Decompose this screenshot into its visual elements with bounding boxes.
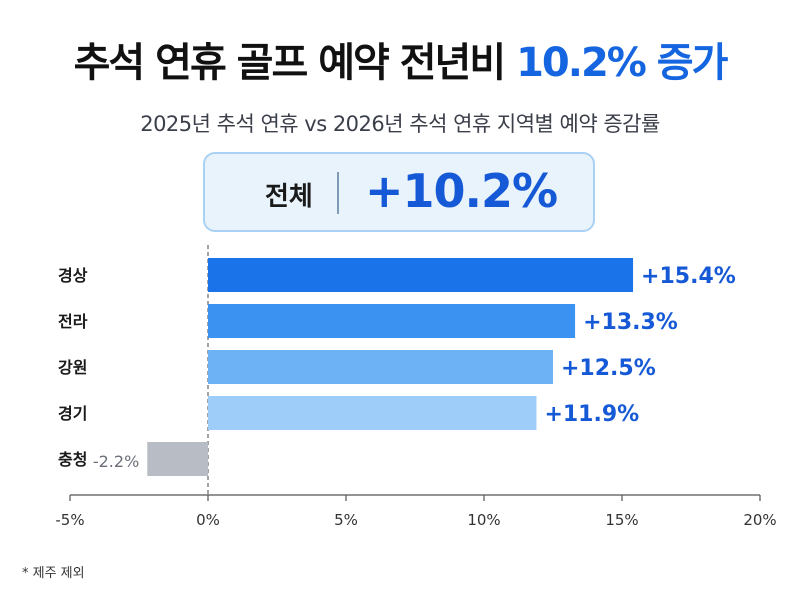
category-label-0: 경상 (58, 266, 88, 285)
x-tick-label-5: 20% (743, 511, 776, 529)
data-label-2: +12.5% (561, 356, 656, 381)
bar-1 (208, 304, 576, 338)
total-label: 전체 (265, 182, 313, 212)
chart-title: 추석 연휴 골프 예약 전년비 10.2% 증가 (0, 30, 800, 88)
bar-chart: 경상 +15.4% 전라 +13.3% 강원 +12.5% 경기 +11.9% 충청 -2.2% -… (55, 245, 777, 529)
data-label-1: +13.3% (583, 310, 678, 335)
bar-3 (208, 396, 537, 430)
data-label-4: -2.2% (93, 452, 139, 471)
bar-0 (208, 258, 634, 292)
title-highlight: 10.2% 증가 (516, 40, 728, 86)
category-label-4: 충청 (58, 450, 87, 469)
x-tick-label-2: 5% (334, 511, 358, 529)
x-tick-label-3: 10% (467, 511, 500, 529)
title-main: 추석 연휴 골프 예약 전년비 (73, 40, 507, 86)
bar-2 (208, 350, 553, 384)
category-label-1: 전라 (58, 312, 88, 331)
data-label-0: +15.4% (641, 264, 736, 289)
x-tick-label-4: 15% (605, 511, 638, 529)
total-divider (337, 172, 339, 214)
footnote: * 제주 제외 (22, 566, 85, 581)
data-label-3: +11.9% (544, 402, 639, 427)
bar-4 (147, 442, 208, 476)
category-label-3: 경기 (58, 404, 87, 423)
chart-subtitle: 2025년 추석 연휴 vs 2026년 추석 연휴 지역별 예약 증감률 (140, 112, 660, 136)
total-summary-box: 전체 +10.2% (203, 152, 595, 232)
total-value: +10.2% (365, 164, 558, 218)
x-tick-label-1: 0% (196, 511, 220, 529)
x-tick-label-0: -5% (55, 511, 84, 529)
category-label-2: 강원 (58, 358, 87, 377)
